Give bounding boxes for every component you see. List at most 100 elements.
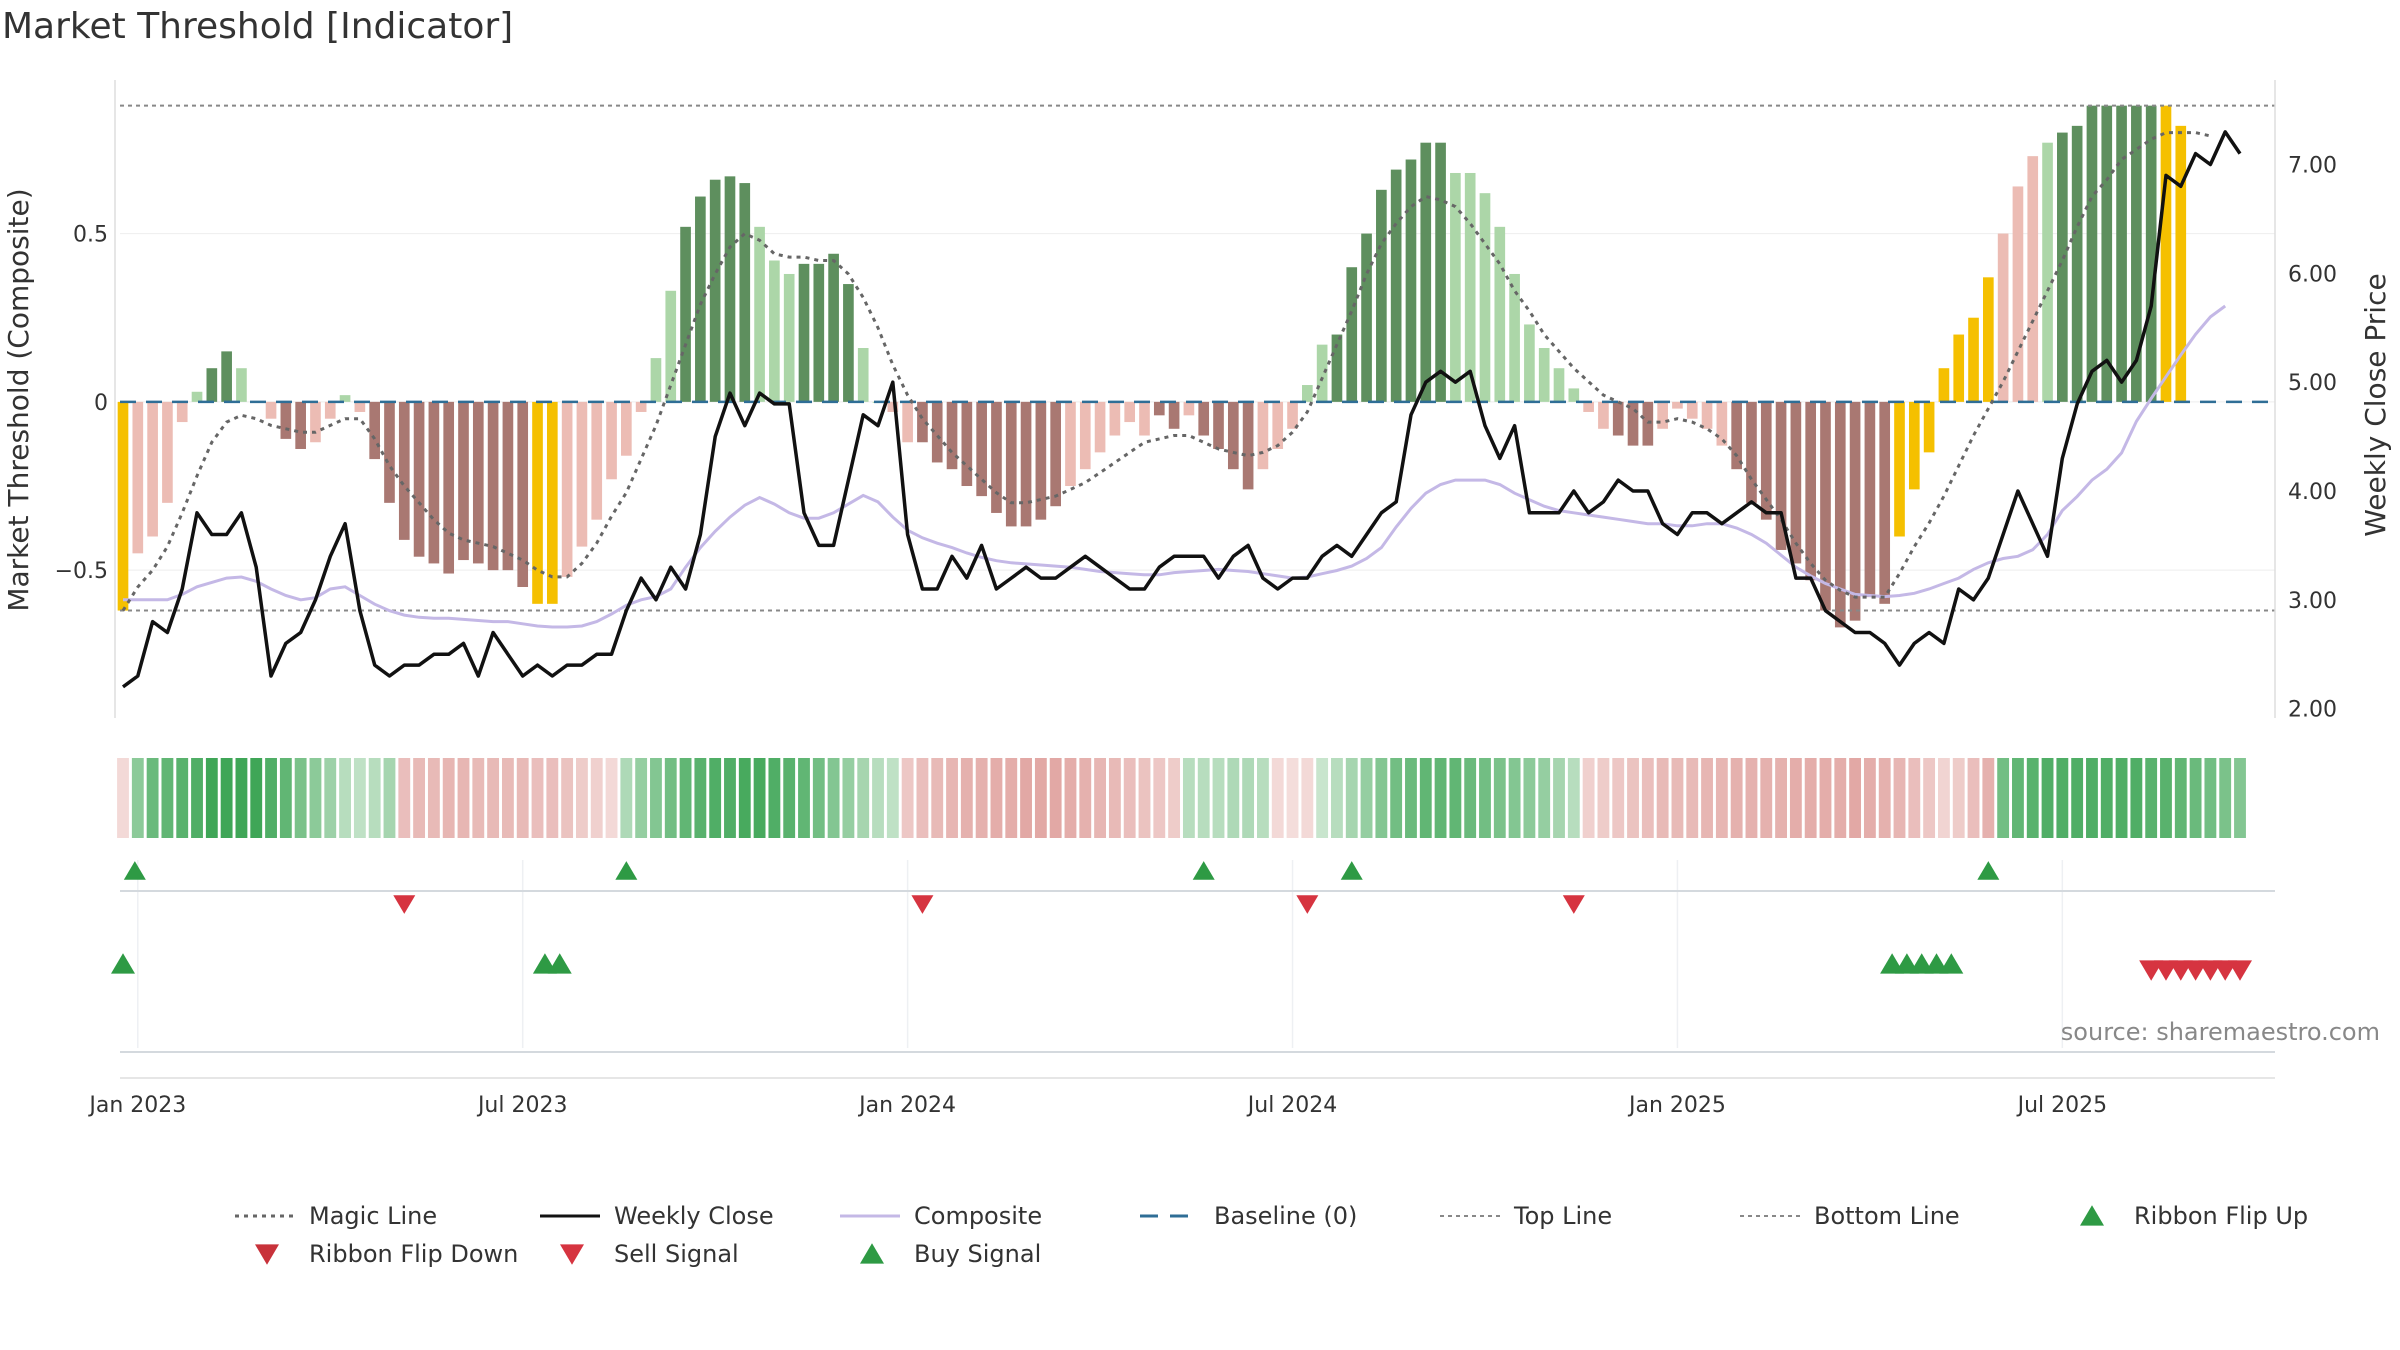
composite-bar xyxy=(487,401,499,571)
x-tick-label: Jan 2024 xyxy=(857,1093,956,1118)
ribbon-cell xyxy=(1937,758,1950,838)
composite-bar xyxy=(1612,401,1624,436)
ribbon-cell xyxy=(1538,758,1551,838)
source-credit: source: sharemaestro.com xyxy=(2061,1018,2380,1046)
left-axis-title: Market Threshold (Composite) xyxy=(2,188,35,611)
composite-bar xyxy=(532,401,543,604)
composite-bar xyxy=(1894,401,1905,537)
ribbon-cell xyxy=(131,758,144,838)
ribbon-cell xyxy=(1331,758,1343,838)
composite-bar xyxy=(472,401,484,564)
ribbon-cell xyxy=(1138,758,1151,838)
ribbon-cell xyxy=(1434,758,1447,838)
ribbon-cell xyxy=(1020,758,1032,838)
ribbon-cell xyxy=(901,758,914,838)
composite-bar xyxy=(798,263,810,402)
ribbon-flip-up-marker xyxy=(1340,861,1363,880)
composite-bar xyxy=(2086,105,2098,402)
composite-bar xyxy=(1213,401,1224,449)
ribbon-cell xyxy=(1316,758,1329,838)
composite-bar xyxy=(413,401,425,557)
ribbon-cell xyxy=(1257,758,1269,838)
composite-bar xyxy=(1050,401,1061,507)
legend-label: Magic Line xyxy=(309,1202,437,1230)
composite-bar xyxy=(650,358,662,402)
composite-bar xyxy=(561,401,573,577)
ribbon-flip-down-marker xyxy=(393,895,416,914)
ribbon-cell xyxy=(146,758,159,838)
ribbon-cell xyxy=(1715,758,1728,838)
right-tick-label: 2.00 xyxy=(2288,698,2337,723)
ribbon-cell xyxy=(546,758,559,838)
composite-bar xyxy=(1805,401,1817,581)
x-tick-label: Jan 2023 xyxy=(87,1093,186,1118)
composite-bar xyxy=(1982,277,1994,402)
composite-bar xyxy=(162,401,173,503)
ribbon-cell xyxy=(812,758,825,838)
ribbon-cell xyxy=(1789,758,1802,838)
ribbon-cell xyxy=(1597,758,1610,838)
ribbon-flip-up-marker xyxy=(1192,861,1215,880)
composite-bar xyxy=(1065,401,1076,487)
composite-bar xyxy=(976,401,987,497)
composite-bar xyxy=(221,351,232,402)
ribbon-cell xyxy=(1508,758,1521,838)
ribbon-cell xyxy=(1286,758,1299,838)
ribbon-cell xyxy=(2012,758,2024,838)
ribbon-cell xyxy=(783,758,796,838)
ribbon-cell xyxy=(1049,758,1062,838)
composite-bar xyxy=(1953,334,1965,402)
composite-bar xyxy=(724,176,736,402)
composite-bar xyxy=(1376,189,1387,402)
composite-bar xyxy=(887,401,899,412)
ribbon-cell xyxy=(2086,758,2098,838)
composite-bar xyxy=(754,226,765,402)
composite-bar xyxy=(576,401,588,547)
ribbon-cell xyxy=(250,758,263,838)
composite-bar xyxy=(1672,401,1683,409)
composite-bar xyxy=(1227,401,1239,470)
composite-bar xyxy=(369,401,381,460)
ribbon-cell xyxy=(724,758,736,838)
ribbon-cell xyxy=(1345,758,1358,838)
ribbon-cell xyxy=(990,758,1003,838)
x-tick-label: Jul 2023 xyxy=(476,1093,568,1118)
composite-bar xyxy=(117,401,129,611)
ribbon-cell xyxy=(339,758,351,838)
composite-bar xyxy=(946,401,958,470)
composite-bar xyxy=(1464,172,1476,402)
composite-bar xyxy=(295,401,306,449)
composite-bar xyxy=(1435,142,1446,402)
composite-bar xyxy=(1079,401,1091,470)
composite-bar xyxy=(236,368,247,402)
ribbon-cell xyxy=(664,758,677,838)
composite-bar xyxy=(1775,401,1787,550)
ribbon-cell xyxy=(1449,758,1462,838)
ribbon-cell xyxy=(709,758,722,838)
ribbon-cell xyxy=(1775,758,1787,838)
composite-bar xyxy=(1657,401,1668,429)
composite-bar xyxy=(2145,105,2157,402)
ribbon-cell xyxy=(279,758,292,838)
ribbon-cell xyxy=(1301,758,1314,838)
composite-bar xyxy=(2071,125,2083,402)
ribbon-cell xyxy=(1997,758,2010,838)
composite-bar xyxy=(709,179,721,402)
ribbon-cell xyxy=(2219,758,2232,838)
ribbon-cell xyxy=(191,758,203,838)
ribbon-cell xyxy=(2056,758,2069,838)
ribbon-cell xyxy=(1819,758,1832,838)
ribbon-cell xyxy=(205,758,218,838)
ribbon-cell xyxy=(487,758,500,838)
composite-bar xyxy=(2042,142,2053,402)
ribbon-cell xyxy=(1227,758,1240,838)
composite-bar xyxy=(176,401,188,423)
legend-label: Composite xyxy=(914,1202,1042,1230)
ribbon-cell xyxy=(827,758,840,838)
composite-bar xyxy=(502,401,514,571)
ribbon-cell xyxy=(1923,758,1936,838)
ribbon-cell xyxy=(265,758,277,838)
ribbon-cell xyxy=(1464,758,1477,838)
ribbon-cell xyxy=(1419,758,1432,838)
legend-label: Weekly Close xyxy=(614,1202,774,1230)
